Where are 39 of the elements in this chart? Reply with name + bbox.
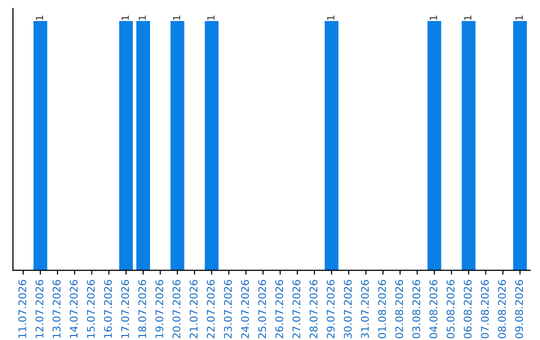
x-tick-label: 12.07.2026	[36, 280, 44, 338]
x-tick-label: 04.08.2026	[429, 280, 438, 338]
x-tick-label: 28.07.2026	[310, 280, 318, 338]
x-tick-label: 16.07.2026	[104, 280, 112, 338]
x-tick-label: 14.07.2026	[70, 280, 78, 338]
x-tick-label: 09.08.2026	[515, 280, 524, 338]
data-label: 1	[173, 16, 180, 20]
x-tick-label: 30.07.2026	[344, 280, 352, 338]
x-tick-label: 07.08.2026	[480, 280, 489, 338]
data-label: 1	[430, 16, 438, 20]
x-tick-label: 31.07.2026	[360, 280, 369, 338]
x-tick-label: 19.07.2026	[155, 280, 164, 338]
x-tick-label: 08.08.2026	[498, 280, 506, 338]
x-tick-label: 05.08.2026	[446, 280, 455, 338]
data-label: 1	[122, 16, 129, 20]
x-tick-label: 29.07.2026	[326, 280, 335, 338]
x-tick-label: 24.07.2026	[241, 280, 249, 338]
x-tick-label: 03.08.2026	[412, 280, 420, 338]
data-label: 1	[207, 16, 214, 20]
x-tick-label: 21.07.2026	[190, 280, 198, 338]
data-label: 1	[464, 16, 472, 20]
x-tick-label: 27.07.2026	[292, 280, 300, 338]
x-tick-label: 13.07.2026	[52, 280, 61, 338]
x-tick-label: 02.08.2026	[395, 280, 404, 338]
x-tick-label: 22.07.2026	[206, 280, 215, 338]
data-label: 1	[516, 16, 523, 20]
x-tick-label: 17.07.2026	[121, 280, 130, 338]
x-tick-label: 25.07.2026	[258, 280, 266, 338]
x-tick-label: 26.07.2026	[275, 280, 284, 338]
x-tick-label: 11.07.2026	[18, 280, 26, 338]
x-tick-label: 15.07.2026	[86, 280, 95, 338]
x-tick-label: 23.07.2026	[224, 280, 232, 338]
x-tick-label: 18.07.2026	[138, 280, 146, 338]
x-tick-label: 06.08.2026	[464, 280, 472, 338]
x-tick-label: 01.08.2026	[378, 280, 386, 338]
x-tick-label: 20.07.2026	[172, 280, 180, 338]
data-label: 1	[327, 16, 334, 20]
data-label: 1	[138, 16, 146, 20]
data-label: 1	[36, 16, 44, 20]
